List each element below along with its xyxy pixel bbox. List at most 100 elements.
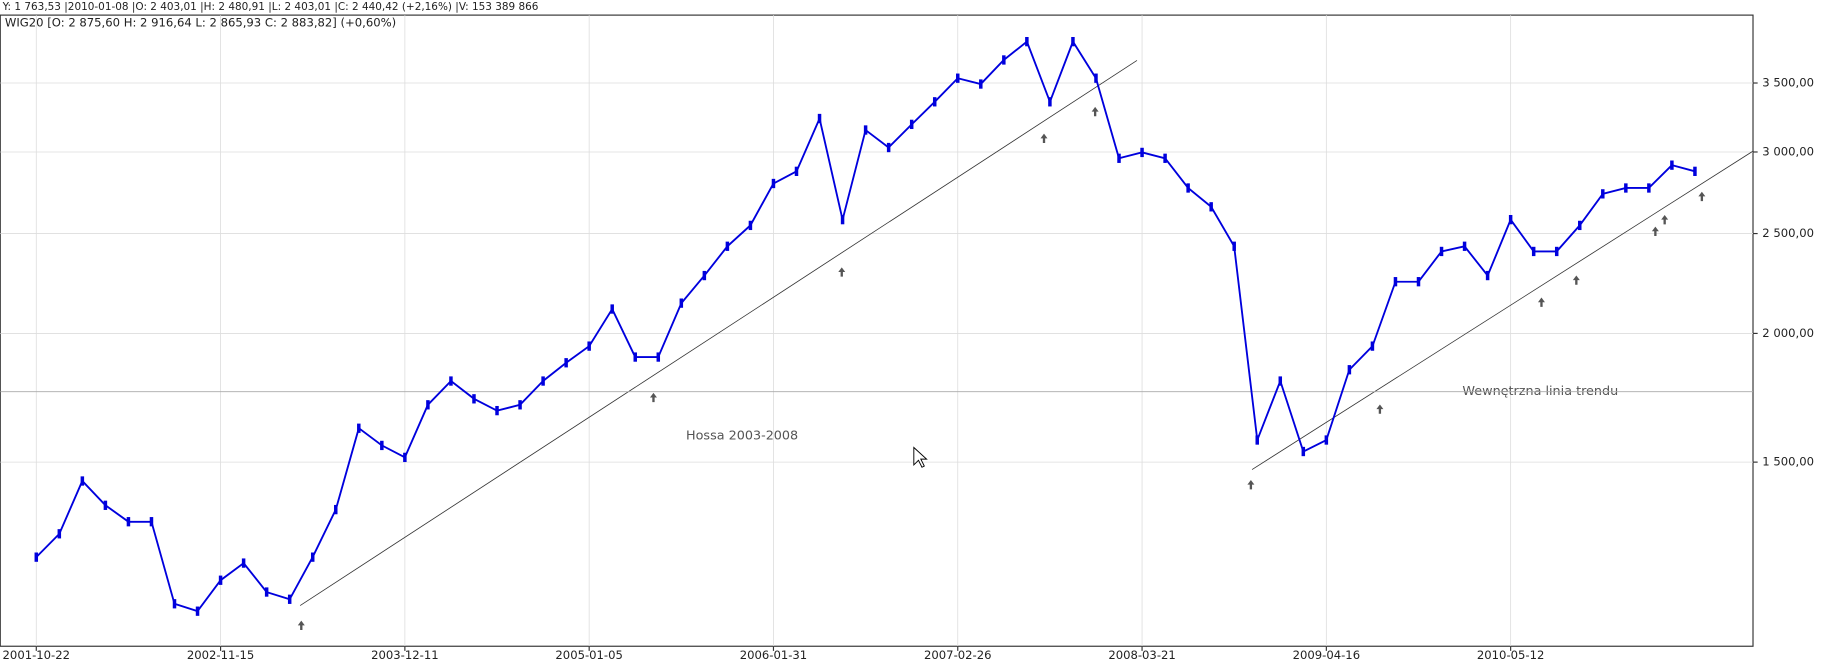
price-point bbox=[587, 341, 591, 351]
x-tick-label: 2006-01-31 bbox=[740, 648, 807, 662]
price-point bbox=[679, 298, 684, 308]
price-point bbox=[564, 358, 568, 368]
arrow bbox=[649, 392, 657, 403]
price-point bbox=[195, 606, 200, 616]
price-point bbox=[840, 214, 845, 225]
arrow bbox=[1537, 297, 1545, 307]
price-point bbox=[1025, 36, 1029, 47]
price-point bbox=[702, 270, 707, 281]
x-tick-label: 2009-04-16 bbox=[1293, 648, 1360, 662]
price-point bbox=[1301, 446, 1306, 457]
price-point bbox=[1601, 189, 1605, 199]
price-point bbox=[956, 73, 960, 83]
price-point bbox=[103, 500, 108, 510]
x-tick-label: 2008-03-21 bbox=[1108, 648, 1175, 662]
price-point bbox=[1554, 246, 1559, 257]
price-point bbox=[748, 220, 753, 231]
price-point bbox=[334, 504, 338, 515]
arrow bbox=[1698, 191, 1706, 202]
arrow bbox=[297, 620, 305, 630]
y-tick-label: 2 000,00 bbox=[1762, 326, 1814, 340]
arrows bbox=[297, 106, 1706, 630]
price-point bbox=[449, 376, 453, 386]
price-point bbox=[863, 125, 868, 135]
price-point bbox=[1347, 365, 1352, 375]
price-point bbox=[1002, 55, 1006, 65]
x-tick-label: 2007-02-26 bbox=[924, 648, 991, 662]
x-tick-label: 2003-12-11 bbox=[371, 648, 438, 662]
price-point bbox=[1278, 376, 1283, 386]
price-point bbox=[1508, 214, 1513, 225]
trend-lines bbox=[299, 60, 1754, 606]
price-point bbox=[1048, 97, 1052, 107]
arrow bbox=[1091, 106, 1099, 117]
price-point bbox=[149, 517, 154, 527]
price-point bbox=[380, 440, 384, 451]
price-point bbox=[287, 594, 292, 604]
price-point bbox=[656, 352, 661, 362]
arrow bbox=[1651, 226, 1659, 236]
price-point bbox=[541, 376, 545, 386]
price-point bbox=[403, 452, 407, 463]
price-point bbox=[310, 552, 315, 562]
price-point bbox=[1693, 166, 1697, 176]
price-point bbox=[817, 113, 822, 124]
price-point bbox=[1232, 241, 1236, 251]
price-point bbox=[909, 119, 914, 130]
chart-title: WIG20 [O: 2 875,60 H: 2 916,64 L: 2 865,… bbox=[5, 16, 396, 30]
price-point bbox=[1255, 435, 1259, 445]
price-point bbox=[1462, 241, 1467, 251]
price-point bbox=[426, 400, 430, 410]
y-tick-label: 2 500,00 bbox=[1762, 226, 1814, 240]
price-point bbox=[1393, 277, 1398, 287]
price-point bbox=[357, 423, 361, 433]
price-point bbox=[1071, 36, 1075, 47]
price-point bbox=[1624, 183, 1628, 193]
price-point bbox=[1186, 183, 1190, 193]
price-point bbox=[610, 304, 614, 314]
arrow bbox=[1040, 133, 1048, 143]
price-point bbox=[1670, 160, 1674, 170]
cursor bbox=[913, 446, 928, 468]
y-tick-label: 1 500,00 bbox=[1762, 455, 1814, 469]
price-point bbox=[1647, 183, 1651, 193]
price-point bbox=[34, 552, 39, 562]
price-point bbox=[1163, 153, 1167, 163]
price-point bbox=[218, 575, 223, 585]
price-point bbox=[1578, 220, 1582, 231]
arrow bbox=[1661, 215, 1669, 225]
x-tick-label: 2010-05-12 bbox=[1477, 648, 1544, 662]
price-point bbox=[172, 599, 177, 609]
price-point bbox=[1094, 73, 1098, 83]
price-point bbox=[794, 166, 799, 176]
price-point bbox=[1416, 277, 1421, 287]
price-point bbox=[725, 241, 730, 251]
arrow bbox=[1572, 275, 1580, 285]
y-tick-label: 3 500,00 bbox=[1762, 76, 1814, 90]
price-point bbox=[1324, 435, 1329, 445]
trend-line bbox=[299, 60, 1138, 606]
x-tick-label: 2005-01-05 bbox=[555, 648, 622, 662]
price-point bbox=[57, 529, 62, 539]
trend-line bbox=[1251, 150, 1754, 470]
price-point bbox=[264, 587, 269, 597]
price-point bbox=[1485, 270, 1490, 281]
price-point bbox=[518, 400, 522, 410]
price-point bbox=[633, 352, 637, 362]
price-point bbox=[495, 405, 499, 416]
price-point bbox=[1531, 246, 1536, 257]
arrow bbox=[1376, 404, 1384, 414]
plot-frame bbox=[0, 14, 1754, 647]
price-point bbox=[979, 79, 983, 89]
price-point bbox=[1140, 147, 1144, 158]
x-tick-label: 2001-10-22 bbox=[3, 648, 70, 662]
price-point bbox=[771, 178, 776, 189]
x-tick-label: 2002-11-15 bbox=[187, 648, 254, 662]
price-point bbox=[126, 517, 131, 527]
price-point bbox=[241, 558, 246, 568]
header-info: Y: 1 763,53 |2010-01-08 |O: 2 403,01 |H:… bbox=[2, 1, 539, 13]
price-point bbox=[932, 97, 937, 107]
y-tick-label: 3 000,00 bbox=[1762, 144, 1814, 158]
price-point bbox=[1209, 202, 1213, 212]
